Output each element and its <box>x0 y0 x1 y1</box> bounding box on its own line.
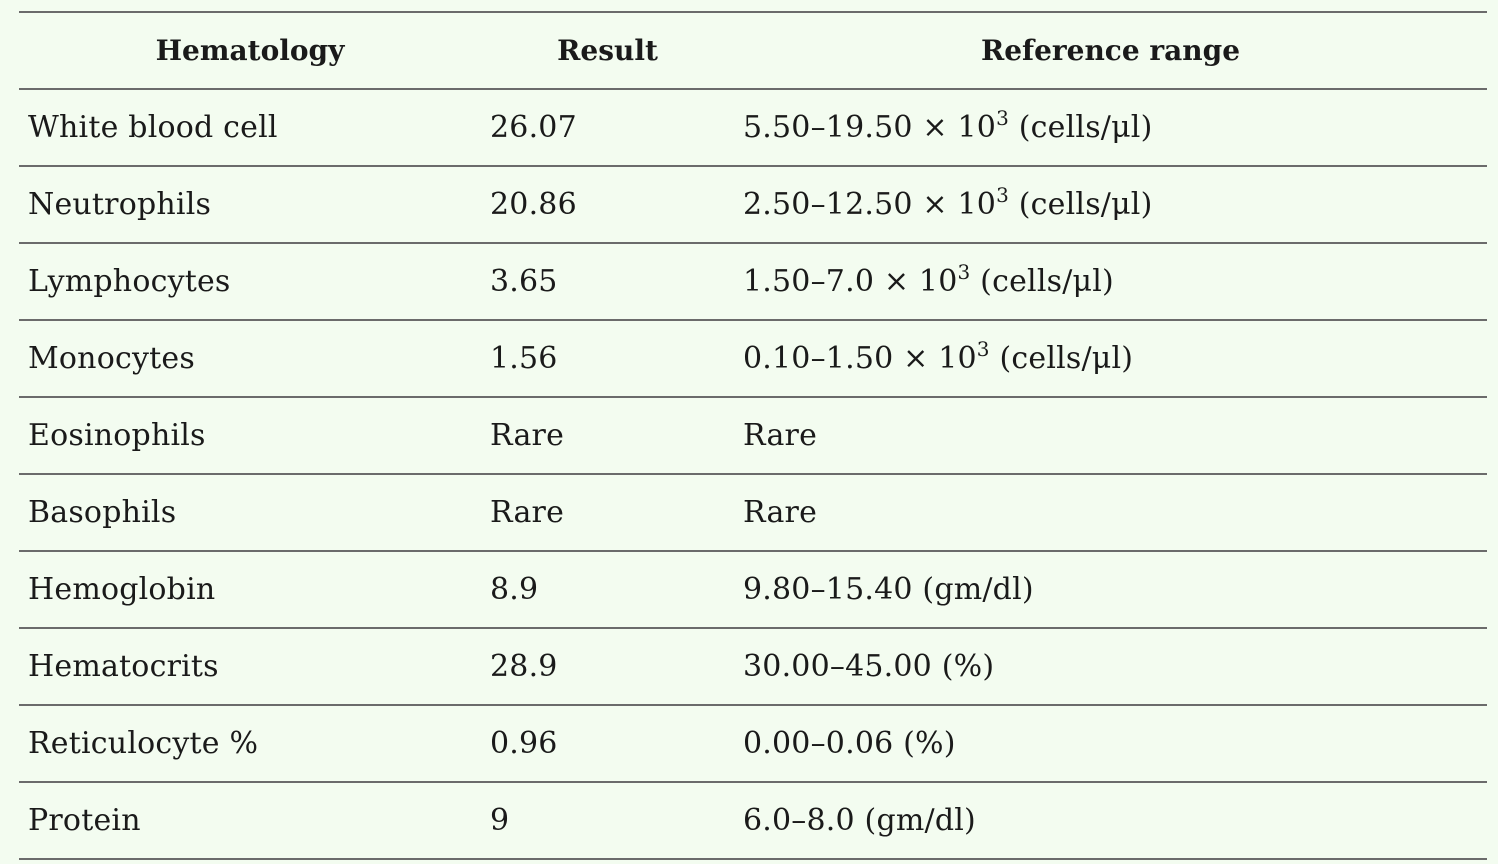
cell-test-name: White blood cell <box>19 89 481 167</box>
cell-result: 1.56 <box>481 320 734 398</box>
reference-value: 9.80–15.40 (gm/dl) <box>743 572 1034 607</box>
cell-reference-range: 0.00–0.06 (%) <box>734 705 1487 783</box>
table-row: Reticulocyte % 0.96 0.00–0.06 (%) <box>19 705 1487 783</box>
header-result: Result <box>481 11 734 90</box>
cell-reference-range: 9.80–15.40 (gm/dl) <box>734 551 1487 629</box>
reference-value: Rare <box>743 495 818 530</box>
reference-value: 6.0–8.0 (gm/dl) <box>743 803 976 838</box>
cell-result: Rare <box>481 397 734 475</box>
cell-result: 3.65 <box>481 243 734 321</box>
table-row: Hematocrits 28.9 30.00–45.00 (%) <box>19 628 1487 706</box>
reference-value: 30.00–45.00 (%) <box>743 649 995 684</box>
cell-result: 8.9 <box>481 551 734 629</box>
reference-exponent: 3 <box>976 337 990 361</box>
cell-test-name: Hemoglobin <box>19 551 481 629</box>
cell-reference-range: 1.50–7.0 × 103 (cells/μl) <box>734 243 1487 321</box>
header-reference-range: Reference range <box>734 11 1487 90</box>
reference-value: 1.50–7.0 × 10 <box>743 264 958 299</box>
cell-test-name: Protein <box>19 782 481 860</box>
table-row: Eosinophils Rare Rare <box>19 397 1487 475</box>
cell-result: 26.07 <box>481 89 734 167</box>
reference-exponent: 3 <box>996 106 1010 130</box>
hematology-table-container: Hematology Result Reference range White … <box>19 11 1487 860</box>
cell-reference-range: 6.0–8.0 (gm/dl) <box>734 782 1487 860</box>
reference-value: 0.00–0.06 (%) <box>743 726 956 761</box>
reference-value: 5.50–19.50 × 10 <box>743 110 997 145</box>
cell-reference-range: Rare <box>734 474 1487 552</box>
table-row: Monocytes 1.56 0.10–1.50 × 103 (cells/μl) <box>19 320 1487 398</box>
cell-reference-range: 0.10–1.50 × 103 (cells/μl) <box>734 320 1487 398</box>
table-row: Neutrophils 20.86 2.50–12.50 × 103 (cells/… <box>19 166 1487 244</box>
cell-test-name: Lymphocytes <box>19 243 481 321</box>
cell-result: 9 <box>481 782 734 860</box>
reference-value: Rare <box>743 418 818 453</box>
cell-test-name: Basophils <box>19 474 481 552</box>
cell-reference-range: Rare <box>734 397 1487 475</box>
cell-result: 0.96 <box>481 705 734 783</box>
reference-unit: (cells/μl) <box>989 341 1134 376</box>
cell-reference-range: 5.50–19.50 × 103 (cells/μl) <box>734 89 1487 167</box>
table-row: Basophils Rare Rare <box>19 474 1487 552</box>
cell-result: Rare <box>481 474 734 552</box>
reference-unit: (cells/μl) <box>1009 187 1153 222</box>
reference-unit: (cells/μl) <box>970 264 1114 299</box>
cell-test-name: Hematocrits <box>19 628 481 706</box>
cell-test-name: Monocytes <box>19 320 481 398</box>
table-row: Protein 9 6.0–8.0 (gm/dl) <box>19 782 1487 860</box>
reference-exponent: 3 <box>957 260 971 284</box>
cell-result: 20.86 <box>481 166 734 244</box>
cell-reference-range: 2.50–12.50 × 103 (cells/μl) <box>734 166 1487 244</box>
cell-test-name: Eosinophils <box>19 397 481 475</box>
cell-reference-range: 30.00–45.00 (%) <box>734 628 1487 706</box>
table-row: Hemoglobin 8.9 9.80–15.40 (gm/dl) <box>19 551 1487 629</box>
cell-test-name: Neutrophils <box>19 166 481 244</box>
cell-result: 28.9 <box>481 628 734 706</box>
cell-test-name: Reticulocyte % <box>19 705 481 783</box>
reference-exponent: 3 <box>996 183 1010 207</box>
table-row: White blood cell 26.07 5.50–19.50 × 103 (c… <box>19 89 1487 167</box>
reference-unit: (cells/μl) <box>1009 110 1153 145</box>
reference-value: 2.50–12.50 × 10 <box>743 187 997 222</box>
header-hematology: Hematology <box>19 11 481 90</box>
table-row: Lymphocytes 3.65 1.50–7.0 × 103 (cells/μl) <box>19 243 1487 321</box>
hematology-table: Hematology Result Reference range White … <box>19 11 1487 860</box>
reference-value: 0.10–1.50 × 10 <box>743 341 977 376</box>
table-header-row: Hematology Result Reference range <box>19 11 1487 90</box>
